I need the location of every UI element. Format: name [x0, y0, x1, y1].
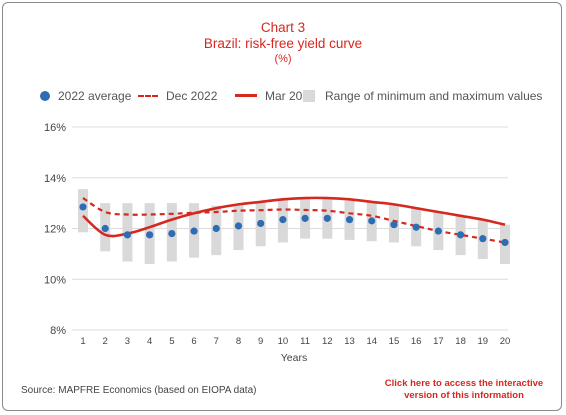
- interactive-link-line-2[interactable]: version of this information: [404, 390, 524, 401]
- chart-unit: (%): [274, 53, 292, 65]
- legend-label-2022-average: 2022 average: [58, 89, 132, 103]
- x-tick-label: 2: [103, 336, 108, 347]
- avg-2022-point: [168, 229, 176, 238]
- x-axis-title: Years: [281, 352, 307, 364]
- y-tick-label: 8%: [50, 325, 66, 337]
- chart-title: Brazil: risk-free yield curve: [203, 36, 363, 51]
- x-tick-label: 3: [125, 336, 130, 347]
- x-tick-label: 8: [236, 336, 241, 347]
- x-tick-label: 5: [169, 336, 174, 347]
- x-tick-label: 10: [278, 336, 289, 347]
- source-note: Source: MAPFRE Economics (based on EIOPA…: [21, 385, 257, 396]
- legend-label-dec-2022: Dec 2022: [166, 89, 218, 103]
- x-tick-label: 1: [80, 336, 85, 347]
- avg-2022-point: [434, 227, 442, 235]
- interactive-link-line-1[interactable]: Click here to access the interactive: [384, 378, 544, 389]
- legend-dashed-line-marker: [138, 95, 158, 97]
- avg-2022-point: [501, 238, 509, 247]
- chart-titles: Chart 3 Brazil: risk-free yield curve (%…: [0, 20, 566, 66]
- avg-2022-point: [279, 216, 287, 224]
- avg-2022-point: [456, 231, 465, 239]
- avg-2022-point: [101, 224, 109, 233]
- avg-2022-point: [123, 231, 132, 239]
- avg-2022-point: [390, 221, 398, 229]
- avg-2022-point: [412, 223, 420, 231]
- avg-2022-point: [323, 214, 331, 222]
- x-tick-label: 12: [322, 336, 333, 347]
- y-tick-label: 16%: [44, 122, 66, 134]
- mar-2023-line: [82, 196, 506, 238]
- x-tick-label: 4: [147, 336, 152, 347]
- x-tick-label: 13: [344, 336, 355, 347]
- avg-2022-point: [212, 224, 220, 233]
- avg-2022-point: [368, 217, 376, 225]
- x-tick-label: 15: [389, 336, 400, 347]
- avg-2022-point: [79, 203, 87, 211]
- x-tick-label: 7: [214, 336, 219, 347]
- range-bar: [78, 189, 88, 233]
- x-tick-label: 6: [191, 336, 196, 347]
- y-tick-label: 14%: [44, 173, 66, 185]
- x-tick-label: 17: [433, 336, 444, 347]
- x-tick-label: 11: [300, 336, 310, 347]
- chart-number: Chart 3: [260, 20, 306, 35]
- x-tick-label: 16: [411, 336, 422, 347]
- x-tick-label: 20: [500, 336, 511, 347]
- avg-2022-point: [234, 222, 243, 230]
- y-tick-label: 10%: [44, 274, 66, 286]
- x-tick-label: 19: [478, 336, 489, 347]
- dec-2022-line: [82, 197, 506, 244]
- legend-solid-line-marker: [235, 94, 257, 97]
- avg-2022-point: [345, 216, 354, 224]
- avg-2022-point: [257, 219, 265, 228]
- avg-2022-point: [146, 231, 154, 239]
- x-tick-label: 9: [258, 336, 263, 347]
- avg-2022-point: [190, 227, 198, 235]
- interactive-version-link[interactable]: Click here to access the interactive ver…: [374, 378, 554, 402]
- avg-2022-point: [301, 214, 309, 222]
- x-tick-label: 18: [455, 336, 466, 347]
- legend-label-range: Range of minimum and maximum values: [325, 89, 543, 103]
- x-tick-label: 14: [366, 336, 377, 347]
- legend-dot-marker: [40, 91, 50, 101]
- avg-2022-point: [479, 235, 487, 243]
- legend-grey-box-marker: [303, 90, 315, 102]
- y-tick-label: 12%: [44, 224, 66, 236]
